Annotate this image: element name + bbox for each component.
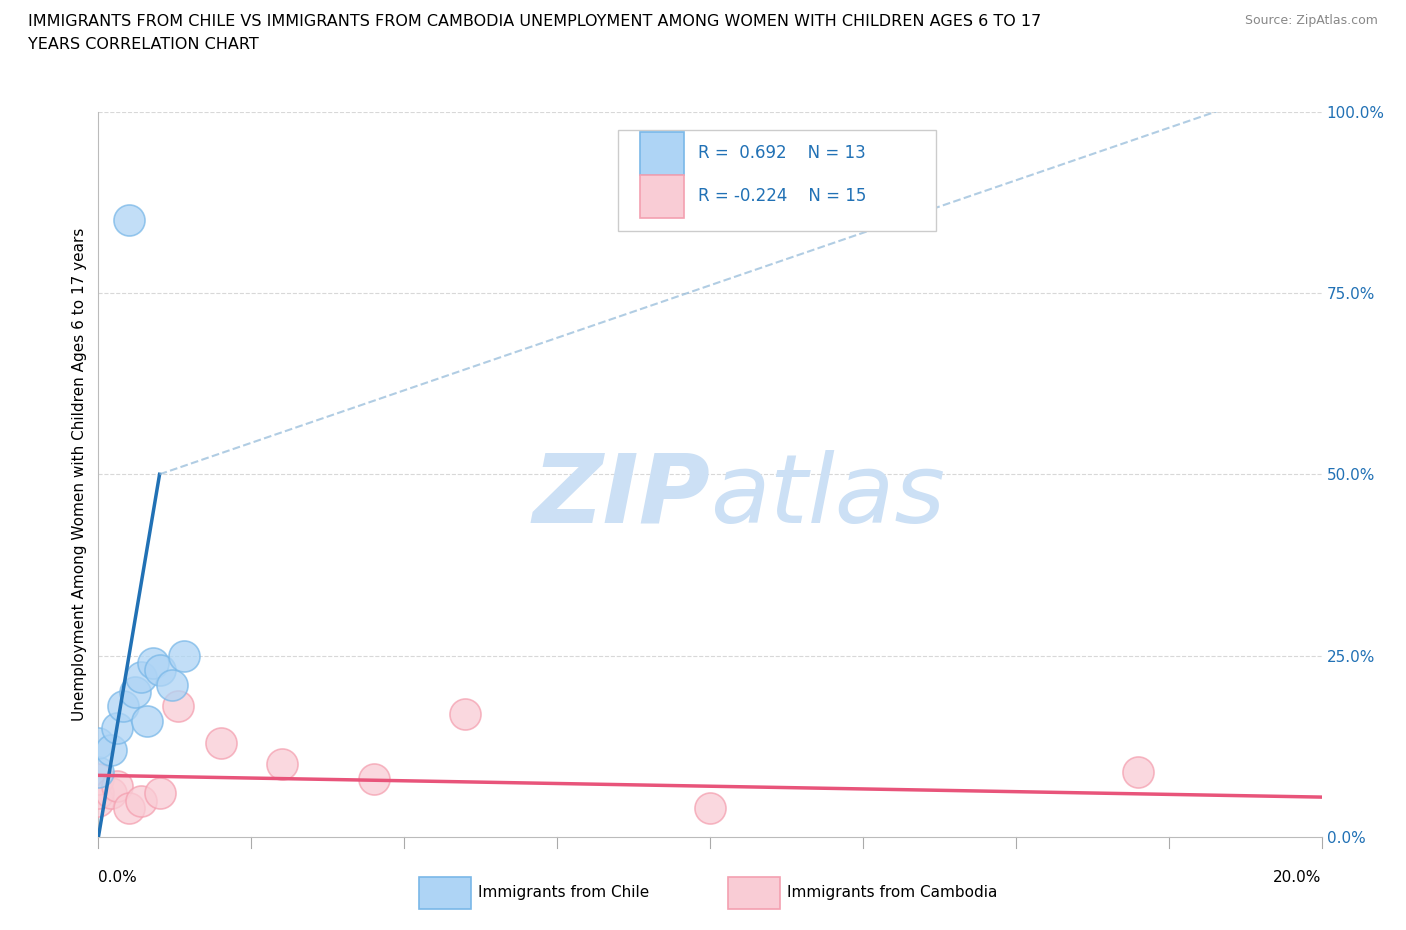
FancyBboxPatch shape xyxy=(619,130,936,232)
Point xyxy=(87,793,110,808)
Point xyxy=(118,213,141,228)
Point xyxy=(100,742,122,757)
Point xyxy=(105,721,128,736)
Point xyxy=(160,677,183,692)
Point xyxy=(87,736,110,751)
Point xyxy=(124,684,146,699)
Point xyxy=(209,736,232,751)
Text: atlas: atlas xyxy=(710,449,945,542)
Point xyxy=(173,648,195,663)
Text: R = -0.224    N = 15: R = -0.224 N = 15 xyxy=(697,188,866,206)
Point xyxy=(699,801,721,816)
Point xyxy=(136,713,159,728)
Text: Source: ZipAtlas.com: Source: ZipAtlas.com xyxy=(1244,14,1378,27)
Point xyxy=(167,699,190,714)
Point xyxy=(129,793,152,808)
Point xyxy=(87,786,110,801)
Point xyxy=(118,801,141,816)
FancyBboxPatch shape xyxy=(640,132,685,175)
Point xyxy=(142,656,165,671)
Point xyxy=(111,699,134,714)
Point xyxy=(87,764,110,779)
FancyBboxPatch shape xyxy=(640,176,685,219)
Text: R =  0.692    N = 13: R = 0.692 N = 13 xyxy=(697,144,866,162)
Text: ZIP: ZIP xyxy=(531,449,710,542)
Text: Immigrants from Cambodia: Immigrants from Cambodia xyxy=(787,885,998,900)
Point xyxy=(149,663,172,678)
Text: 20.0%: 20.0% xyxy=(1274,870,1322,884)
Point xyxy=(105,778,128,793)
Y-axis label: Unemployment Among Women with Children Ages 6 to 17 years: Unemployment Among Women with Children A… xyxy=(72,228,87,721)
Point xyxy=(100,786,122,801)
Point xyxy=(149,786,172,801)
Text: IMMIGRANTS FROM CHILE VS IMMIGRANTS FROM CAMBODIA UNEMPLOYMENT AMONG WOMEN WITH : IMMIGRANTS FROM CHILE VS IMMIGRANTS FROM… xyxy=(28,14,1042,29)
Point xyxy=(454,706,477,721)
Point xyxy=(270,757,292,772)
Point xyxy=(1128,764,1150,779)
Text: Immigrants from Chile: Immigrants from Chile xyxy=(478,885,650,900)
Point xyxy=(87,772,110,787)
Point xyxy=(363,772,385,787)
Text: YEARS CORRELATION CHART: YEARS CORRELATION CHART xyxy=(28,37,259,52)
Point xyxy=(129,670,152,684)
Text: 0.0%: 0.0% xyxy=(98,870,138,884)
